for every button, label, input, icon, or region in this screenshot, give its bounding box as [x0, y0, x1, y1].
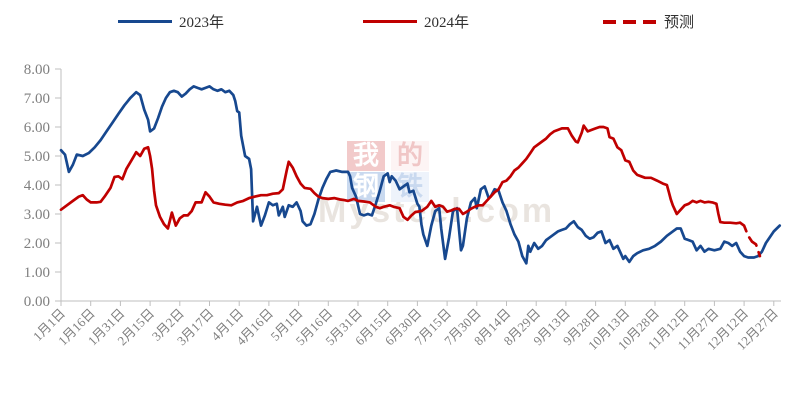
watermark-char: 的 — [391, 141, 429, 171]
y-tick-label: 1.00 — [24, 265, 50, 281]
legend-item-2023: 2023年 — [118, 13, 225, 31]
legend-swatch-2024-line — [363, 19, 417, 24]
watermark-char: 我 — [347, 141, 385, 171]
legend-swatch-2023-line — [118, 19, 172, 24]
y-tick-label: 7.00 — [24, 91, 50, 107]
legend-label-forecast: 预测 — [664, 15, 695, 31]
legend-label-2023: 2023年 — [179, 15, 225, 31]
y-tick-label: 5.00 — [24, 149, 50, 165]
y-tick-label: 4.00 — [24, 178, 50, 194]
series-line-0 — [59, 85, 782, 265]
y-tick-label: 8.00 — [24, 62, 50, 78]
legend-item-2024: 2024年 — [363, 13, 470, 31]
series-line-2 — [738, 221, 762, 258]
y-tick-label: 2.00 — [24, 236, 50, 252]
y-tick-label: 3.00 — [24, 207, 50, 223]
legend-item-forecast: 预测 — [603, 13, 695, 31]
chart-legend: 2023年 2024年 预测 — [0, 0, 787, 36]
legend-swatch-forecast-dashed-line — [603, 19, 657, 24]
y-tick-label: 0.00 — [24, 294, 50, 310]
series-line-1 — [59, 124, 742, 230]
legend-label-2024: 2024年 — [424, 15, 470, 31]
y-tick-label: 6.00 — [24, 120, 50, 136]
